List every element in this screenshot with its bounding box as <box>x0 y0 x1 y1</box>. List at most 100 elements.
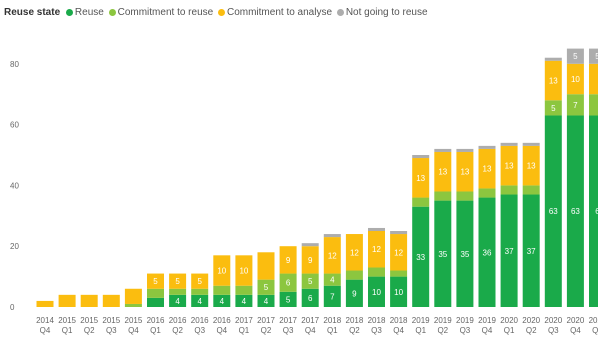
bar-segment[interactable] <box>589 115 598 307</box>
bar-segment[interactable] <box>434 148 452 152</box>
bar-segment[interactable] <box>235 294 253 307</box>
x-tick-label-year: 2014 <box>36 316 54 325</box>
bar-segment[interactable] <box>478 188 496 198</box>
data-label: 5 <box>175 277 180 286</box>
bar-segment[interactable] <box>478 197 496 307</box>
bar-segment[interactable] <box>456 148 474 152</box>
bar-segment[interactable] <box>345 234 363 271</box>
bar-segment[interactable] <box>478 145 496 149</box>
legend-item-reuse[interactable]: Reuse <box>65 7 104 18</box>
bar-segment[interactable] <box>80 294 98 307</box>
bar-segment[interactable] <box>169 288 187 295</box>
legend-swatch-commitment-to-reuse <box>108 8 116 16</box>
bar-segment[interactable] <box>279 246 297 274</box>
bar-segment[interactable] <box>36 300 54 307</box>
bar-segment[interactable] <box>390 276 408 307</box>
bar-segment[interactable] <box>147 273 164 289</box>
bar-segment[interactable] <box>522 194 540 307</box>
x-tick-label-quarter: Q1 <box>504 326 515 335</box>
bar-segment[interactable] <box>191 294 209 307</box>
legend-item-commitment-to-reuse[interactable]: Commitment to reuse <box>108 7 213 18</box>
bar-segment[interactable] <box>478 148 496 189</box>
legend-item-not-going-to-reuse[interactable]: Not going to reuse <box>336 7 428 18</box>
data-label: 5 <box>595 52 598 61</box>
bar-segment[interactable] <box>213 255 231 286</box>
bar-segment[interactable] <box>213 285 231 295</box>
bar-segment[interactable] <box>323 237 341 274</box>
bar-segment[interactable] <box>456 200 474 307</box>
x-tick-label-year: 2018 <box>346 316 364 325</box>
bar-segment[interactable] <box>522 145 540 186</box>
bar-segment[interactable] <box>102 294 120 307</box>
data-label: 5 <box>286 295 291 304</box>
bar-segment[interactable] <box>124 303 142 307</box>
bar-segment[interactable] <box>544 100 562 116</box>
bar-segment[interactable] <box>323 285 341 307</box>
bar-segment[interactable] <box>589 63 598 95</box>
bar-segment[interactable] <box>191 273 209 289</box>
bar-segment[interactable] <box>434 191 452 201</box>
bar-segment[interactable] <box>589 48 598 64</box>
bar-segment[interactable] <box>500 142 518 146</box>
bar-segment[interactable] <box>169 273 187 289</box>
bar-segment[interactable] <box>412 206 430 307</box>
bar-segment[interactable] <box>301 288 319 307</box>
bar-segment[interactable] <box>522 142 540 146</box>
bar-segment[interactable] <box>191 288 209 295</box>
bar-segment[interactable] <box>147 288 164 298</box>
bar-segment[interactable] <box>500 194 518 307</box>
bar-segment[interactable] <box>544 60 562 101</box>
bar-segment[interactable] <box>456 191 474 201</box>
bar-segment[interactable] <box>500 185 518 195</box>
bar-segment[interactable] <box>368 227 385 231</box>
bar-segment[interactable] <box>412 197 430 207</box>
x-tick-label-quarter: Q4 <box>592 326 598 335</box>
bar-segment[interactable] <box>235 255 253 286</box>
x-tick-label-year: 2019 <box>412 316 430 325</box>
bar-segment[interactable] <box>279 291 297 307</box>
bar-segment[interactable] <box>390 270 408 277</box>
bar-segment[interactable] <box>147 297 164 307</box>
bar-segment[interactable] <box>412 158 430 198</box>
bar-segment[interactable] <box>368 276 385 307</box>
data-label: 33 <box>416 253 425 262</box>
y-tick-label: 20 <box>10 242 19 251</box>
bar-segment[interactable] <box>235 285 253 295</box>
bar-segment[interactable] <box>301 273 319 289</box>
bar-segment[interactable] <box>368 267 385 277</box>
bar-segment[interactable] <box>390 234 408 271</box>
bar-segment[interactable] <box>345 279 363 307</box>
bar-segment[interactable] <box>257 279 275 295</box>
bar-segment[interactable] <box>323 273 341 286</box>
bar-segment[interactable] <box>368 231 385 268</box>
bar-segment[interactable] <box>279 273 297 292</box>
bar-segment[interactable] <box>566 115 584 307</box>
bar-segment[interactable] <box>301 243 319 247</box>
bar-segment[interactable] <box>522 185 540 195</box>
bar-segment[interactable] <box>500 145 518 186</box>
bar-segment[interactable] <box>544 115 562 307</box>
bar-segment[interactable] <box>589 94 598 116</box>
bar-segment[interactable] <box>566 63 584 95</box>
bar-segment[interactable] <box>566 94 584 116</box>
bar-segment[interactable] <box>124 288 142 304</box>
bar-segment[interactable] <box>434 200 452 307</box>
bar-segment[interactable] <box>456 151 474 192</box>
bar-segment[interactable] <box>301 246 319 274</box>
bar-segment[interactable] <box>58 294 76 307</box>
data-label: 10 <box>372 288 381 297</box>
data-label: 35 <box>460 250 469 259</box>
bar-segment[interactable] <box>544 57 562 61</box>
bar-segment[interactable] <box>257 294 275 307</box>
bar-segment[interactable] <box>412 155 430 159</box>
bar-segment[interactable] <box>434 151 452 192</box>
bar-segment[interactable] <box>213 294 231 307</box>
bar-segment[interactable] <box>566 48 584 64</box>
y-tick-label: 60 <box>10 121 19 130</box>
legend-item-commitment-to-analyse[interactable]: Commitment to analyse <box>217 7 332 18</box>
bar-segment[interactable] <box>257 252 275 280</box>
bar-segment[interactable] <box>390 231 408 235</box>
bar-segment[interactable] <box>169 294 187 307</box>
bar-segment[interactable] <box>323 234 341 238</box>
bar-segment[interactable] <box>345 270 363 280</box>
